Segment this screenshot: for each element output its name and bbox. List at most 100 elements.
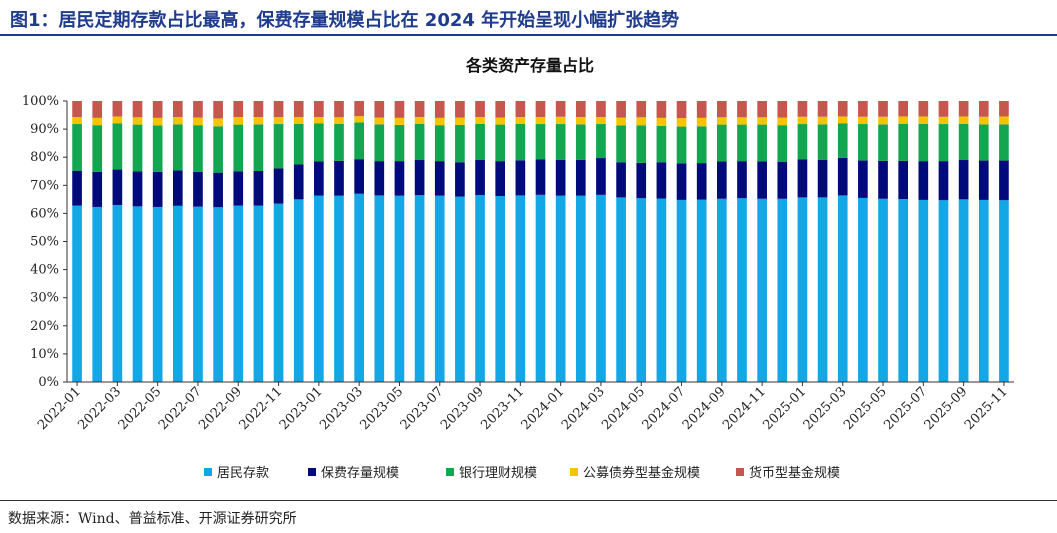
bar-segment-s4-2023-12	[535, 101, 546, 118]
bar-segment-s1-2025-01	[797, 159, 808, 198]
bar-segment-s1-2022-06	[172, 170, 183, 206]
bar-segment-s2-2025-10	[978, 124, 989, 161]
legend-swatch-3	[570, 468, 578, 476]
x-tick-label: 2022-03	[75, 384, 124, 433]
bar-segment-s0-2022-06	[172, 205, 183, 382]
x-tick-label: 2023-05	[357, 384, 406, 433]
bar-segment-s4-2025-08	[938, 101, 949, 117]
bar-segment-s4-2023-05	[394, 101, 405, 118]
bar-segment-s0-2022-02	[92, 206, 103, 382]
bar-segment-s0-2024-01	[555, 195, 566, 382]
bar-segment-s3-2023-12	[535, 117, 546, 125]
bar-segment-s1-2024-09	[717, 161, 727, 199]
bar-segment-s1-2023-05	[394, 161, 405, 196]
bar-segment-s1-2022-01	[72, 170, 82, 206]
bar-segment-s2-2025-06	[898, 123, 909, 161]
bar-segment-s1-2022-02	[92, 171, 103, 207]
x-tick-label: 2023-11	[478, 384, 527, 433]
bar-segment-s3-2024-07	[676, 118, 687, 127]
bar-segment-s3-2023-03	[354, 116, 364, 123]
bar-segment-s2-2024-04	[616, 125, 626, 163]
bar-segment-s2-2024-07	[676, 126, 687, 164]
bar-segment-s1-2024-10	[737, 161, 747, 199]
bar-segment-s3-2022-10	[253, 117, 264, 125]
bar-segment-s0-2022-03	[112, 204, 123, 382]
x-tick-label: 2025-05	[841, 384, 890, 433]
bar-segment-s4-2022-06	[172, 101, 183, 118]
bar-segment-s4-2024-02	[575, 101, 586, 118]
bar-segment-s1-2024-07	[676, 163, 687, 200]
bar-segment-s1-2023-01	[314, 161, 324, 196]
bar-segment-s2-2022-02	[92, 125, 103, 172]
x-tick-label: 2024-11	[720, 384, 769, 433]
bar-segment-s1-2025-04	[858, 160, 868, 198]
bar-segment-s3-2022-11	[273, 117, 284, 125]
bar-segment-s1-2024-11	[757, 161, 767, 199]
bar-segment-s1-2024-06	[656, 162, 667, 199]
figure-title: 图1：居民定期存款占比最高，保费存量规模占比在 2024 年开始呈现小幅扩张趋势	[10, 10, 680, 31]
bar-segment-s4-2022-01	[72, 101, 82, 118]
bar-segment-s1-2024-12	[777, 161, 788, 199]
bar-segment-s0-2025-06	[898, 199, 909, 382]
bar-segment-s0-2025-08	[938, 200, 949, 382]
bar-segment-s3-2025-04	[858, 116, 868, 125]
bar-segment-s0-2024-03	[596, 194, 606, 382]
bar-segment-s1-2023-10	[495, 161, 506, 196]
bar-segment-s4-2022-05	[152, 101, 163, 118]
bar-segment-s4-2022-08	[213, 101, 223, 119]
x-tick-label: 2023-03	[317, 384, 366, 433]
bar-segment-s0-2025-11	[999, 200, 1009, 382]
bar-segment-s0-2024-07	[676, 199, 687, 382]
x-tick-label: 2025-03	[801, 384, 850, 433]
y-tick-label: 10%	[30, 347, 59, 362]
bar-segment-s3-2023-04	[374, 117, 385, 125]
bar-segment-s2-2025-02	[817, 124, 828, 160]
bar-segment-s0-2023-08	[455, 196, 465, 382]
bar-segment-s3-2022-07	[193, 117, 203, 126]
bar-segment-s0-2025-03	[837, 195, 848, 382]
bar-segment-s0-2024-11	[757, 198, 767, 382]
bar-segment-s0-2025-02	[817, 197, 828, 382]
bar-segment-s1-2024-01	[555, 159, 566, 196]
bar-segment-s3-2022-01	[72, 117, 82, 125]
bar-segment-s1-2023-09	[475, 160, 485, 196]
bar-segment-s0-2022-08	[213, 207, 223, 382]
bar-segment-s2-2025-09	[958, 123, 969, 161]
bar-segment-s2-2022-12	[293, 123, 304, 165]
bar-segment-s0-2024-05	[636, 198, 647, 382]
bar-segment-s4-2023-02	[334, 101, 344, 118]
bar-segment-s3-2025-06	[898, 116, 909, 124]
bar-segment-s3-2022-06	[172, 117, 183, 125]
bar-segment-s4-2023-10	[495, 101, 506, 118]
bar-segment-s0-2025-01	[797, 197, 808, 382]
bar-segment-s3-2023-01	[314, 117, 324, 124]
bar-segment-s2-2024-09	[717, 124, 727, 162]
bar-segment-s1-2024-03	[596, 158, 606, 195]
legend: 居民存款 保费存量规模 银行理财规模 公募债券型基金规模 货币型基金规模	[204, 465, 840, 481]
bar-segment-s3-2023-08	[455, 117, 465, 125]
legend-label-0: 居民存款	[217, 466, 269, 481]
bar-segment-s3-2023-06	[414, 117, 425, 124]
bar-segment-s0-2022-11	[273, 203, 284, 382]
bar-segment-s0-2024-02	[575, 195, 586, 382]
bar-segment-s0-2025-05	[878, 198, 888, 382]
bar-segment-s3-2024-02	[575, 117, 586, 125]
bar-segment-s3-2024-08	[696, 117, 707, 127]
bar-segment-s2-2023-03	[354, 122, 364, 160]
bar-segment-s0-2022-05	[152, 206, 163, 382]
bar-segment-s3-2024-05	[636, 117, 647, 126]
bar-segment-s1-2024-04	[616, 162, 626, 198]
bar-segment-s4-2022-11	[273, 101, 284, 118]
bar-segment-s4-2025-10	[978, 101, 989, 117]
bar-segment-s0-2022-09	[233, 205, 244, 382]
x-tick-label: 2025-01	[760, 384, 809, 433]
bar-segment-s1-2023-04	[374, 161, 385, 196]
bar-segment-s2-2024-12	[777, 125, 788, 162]
bar-segment-s4-2024-09	[717, 101, 727, 118]
bar-segment-s1-2022-05	[152, 171, 163, 207]
bar-segment-s1-2023-07	[434, 161, 445, 196]
bar-segment-s2-2023-06	[414, 123, 425, 161]
bar-segment-s2-2023-02	[334, 123, 344, 161]
bar-segment-s1-2022-03	[112, 169, 123, 205]
bar-segment-s3-2023-05	[394, 117, 405, 125]
